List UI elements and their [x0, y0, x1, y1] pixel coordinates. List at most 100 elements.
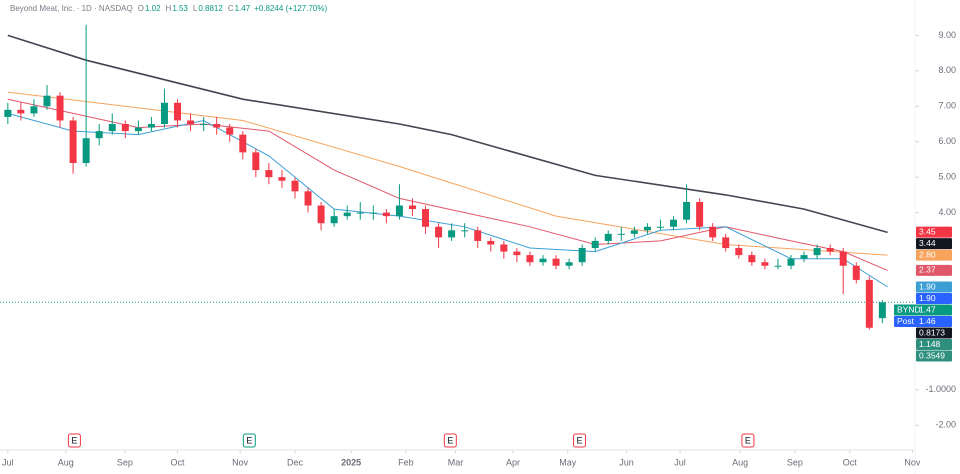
candle-body: [435, 226, 443, 238]
candle-body: [722, 237, 730, 249]
x-tick-label: Feb: [398, 457, 414, 467]
x-tick-label: May: [559, 457, 577, 467]
x-tick-label: Mar: [448, 457, 464, 467]
y-tick-label: -2.00: [935, 420, 956, 430]
candle-body: [108, 124, 116, 132]
candle-body: [95, 131, 103, 139]
candle-body: [826, 248, 834, 252]
candle-body: [408, 205, 416, 210]
y-tick-label: 6.00: [938, 136, 956, 146]
earnings-marker: [242, 433, 256, 448]
price-tag-name: BYND: [897, 304, 921, 314]
candle-body: [865, 279, 873, 328]
candle-body: [578, 248, 586, 263]
price-tag: [916, 281, 952, 293]
price-tag-label: 1.47: [919, 304, 936, 314]
price-tag-label: 0.3549: [919, 350, 945, 360]
earnings-marker: [67, 433, 81, 448]
field-value: 0.8812: [198, 4, 223, 13]
candle-body: [30, 106, 38, 114]
candle-body: [174, 102, 182, 121]
earnings-marker: [741, 433, 755, 448]
earnings-label: E: [577, 435, 583, 445]
x-tick-label: Oct: [171, 457, 186, 467]
candle-body: [134, 127, 142, 132]
price-tag-label: 3.44: [919, 238, 936, 248]
candle-body: [683, 201, 691, 220]
change: +0.8244 (+127.70%): [254, 4, 327, 13]
candle-body: [656, 226, 664, 228]
earnings-label: E: [745, 435, 751, 445]
candle-body: [239, 134, 247, 153]
candle-body: [500, 244, 508, 252]
candle-body: [369, 212, 377, 214]
candle-body: [604, 233, 612, 241]
candle-body: [147, 124, 155, 128]
x-tick-label: Nov: [232, 457, 249, 467]
legend-header: Beyond Meat, Inc. · 1D · NASDAQ O1.02 H1.5…: [10, 4, 327, 13]
field-value: 1.02: [145, 4, 161, 13]
price-tag: [916, 226, 952, 238]
candle-body: [291, 180, 299, 192]
x-tick-label: Sep: [787, 457, 803, 467]
earnings-marker: [573, 433, 587, 448]
candle-body: [17, 109, 25, 114]
x-tick-label: Aug: [732, 457, 748, 467]
earnings-label: E: [246, 435, 252, 445]
candle-body: [813, 248, 821, 256]
candle-body: [774, 265, 782, 267]
x-tick-label: 2025: [341, 457, 361, 467]
field-key: C: [228, 4, 234, 13]
price-tag-label: 0.8173: [919, 327, 945, 337]
candle-body: [265, 170, 273, 178]
x-tick-label: Oct: [843, 457, 858, 467]
x-tick-label: Nov: [904, 457, 921, 467]
price-tag: [916, 339, 952, 351]
x-tick-label: Jun: [619, 457, 634, 467]
price-tag-label: 1.90: [919, 281, 936, 291]
candle-body: [187, 120, 195, 125]
y-tick-label: 4.00: [938, 207, 956, 217]
candle-body: [565, 262, 573, 266]
price-tag-name: Post: [897, 316, 915, 326]
candle-body: [330, 216, 338, 224]
candle-body: [4, 109, 12, 117]
price-tag: [916, 249, 952, 261]
y-tick-label: 9.00: [938, 30, 956, 40]
candle-body: [800, 255, 808, 259]
candle-body: [461, 230, 469, 232]
field-value: 1.53: [172, 4, 188, 13]
candle-body: [852, 265, 860, 280]
symbol: Beyond Meat, Inc. · 1D · NASDAQ: [10, 4, 133, 13]
header-text: Beyond Meat, Inc. · 1D · NASDAQ O1.02 H1.5…: [10, 4, 327, 13]
x-tick-label: Jul: [674, 457, 686, 467]
x-tick-label: Dec: [287, 457, 304, 467]
candle-body: [643, 226, 651, 231]
candle-body: [121, 124, 129, 132]
candle-body: [735, 248, 743, 256]
candle-body: [748, 255, 756, 263]
x-tick-label: Jul: [2, 457, 14, 467]
earnings-label: E: [447, 435, 453, 445]
candle-body: [878, 302, 886, 319]
candle-body: [69, 120, 77, 163]
candle-body: [160, 102, 168, 125]
moving-average: [7, 91, 888, 256]
candle-body: [382, 212, 390, 217]
candle-body: [278, 177, 286, 181]
moving-average: [7, 98, 888, 271]
candle-body: [513, 251, 521, 256]
candle-body: [56, 95, 64, 121]
candle-body: [304, 191, 312, 206]
candle-body: [43, 95, 51, 107]
field-key: H: [166, 4, 172, 13]
candle-body: [448, 230, 456, 238]
candle-body: [252, 152, 260, 171]
price-tag-label: 2.37: [919, 265, 936, 275]
candle-body: [487, 240, 495, 245]
y-tick-label: -1.0000: [925, 384, 956, 394]
candle-body: [474, 230, 482, 241]
price-tag-label: 2.80: [919, 249, 936, 259]
candle-body: [670, 219, 678, 227]
candle-body: [526, 255, 534, 263]
